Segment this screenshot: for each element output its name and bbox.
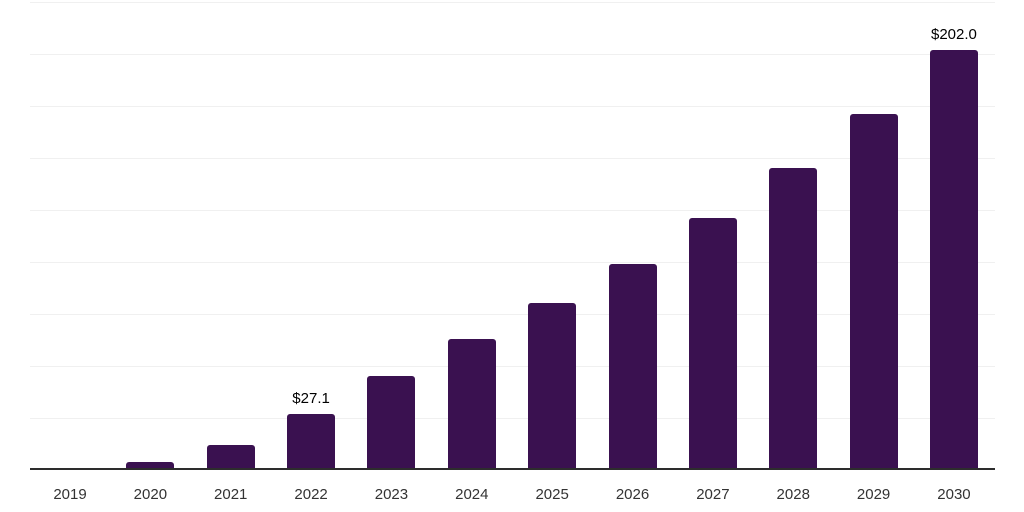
x-tick-label-2025: 2025 — [535, 486, 569, 503]
x-tick-label-2021: 2021 — [214, 486, 248, 503]
data-label-2030: $202.0 — [931, 25, 977, 43]
x-tick-label-2029: 2029 — [856, 486, 891, 503]
y-gridline-75 — [30, 313, 995, 315]
bar-2029 — [849, 113, 898, 470]
y-gridline-100 — [30, 261, 995, 263]
y-gridline-50 — [30, 365, 995, 367]
x-tick-label-2023: 2023 — [374, 486, 409, 503]
bar-2025 — [528, 302, 577, 470]
x-tick-label-2019: 2019 — [53, 486, 87, 503]
x-axis-line — [30, 468, 995, 470]
bar-2024 — [447, 339, 496, 470]
bar-2021 — [206, 445, 255, 470]
x-tick-label-2030: 2030 — [937, 486, 971, 503]
y-gridline-200 — [30, 53, 995, 55]
bar-2022 — [287, 413, 336, 470]
x-tick-label-2028: 2028 — [776, 486, 810, 503]
y-gridline-150 — [30, 157, 995, 159]
x-tick-label-2022: 2022 — [294, 486, 328, 503]
x-tick-label-2024: 2024 — [455, 486, 489, 503]
bar-2020 — [126, 462, 175, 470]
x-tick-label-2027: 2027 — [696, 486, 730, 503]
bar-2027 — [688, 218, 737, 470]
bar-2023 — [367, 375, 416, 470]
y-gridline-225 — [30, 1, 995, 3]
bar-2030 — [929, 49, 978, 470]
y-gridline-25 — [30, 417, 995, 419]
y-gridline-175 — [30, 105, 995, 107]
bar-2026 — [608, 263, 657, 470]
data-label-2022: $27.1 — [292, 389, 330, 407]
y-gridline-125 — [30, 209, 995, 211]
bar-2028 — [769, 167, 818, 470]
x-tick-label-2026: 2026 — [615, 486, 650, 503]
x-tick-label-2020: 2020 — [133, 486, 168, 503]
